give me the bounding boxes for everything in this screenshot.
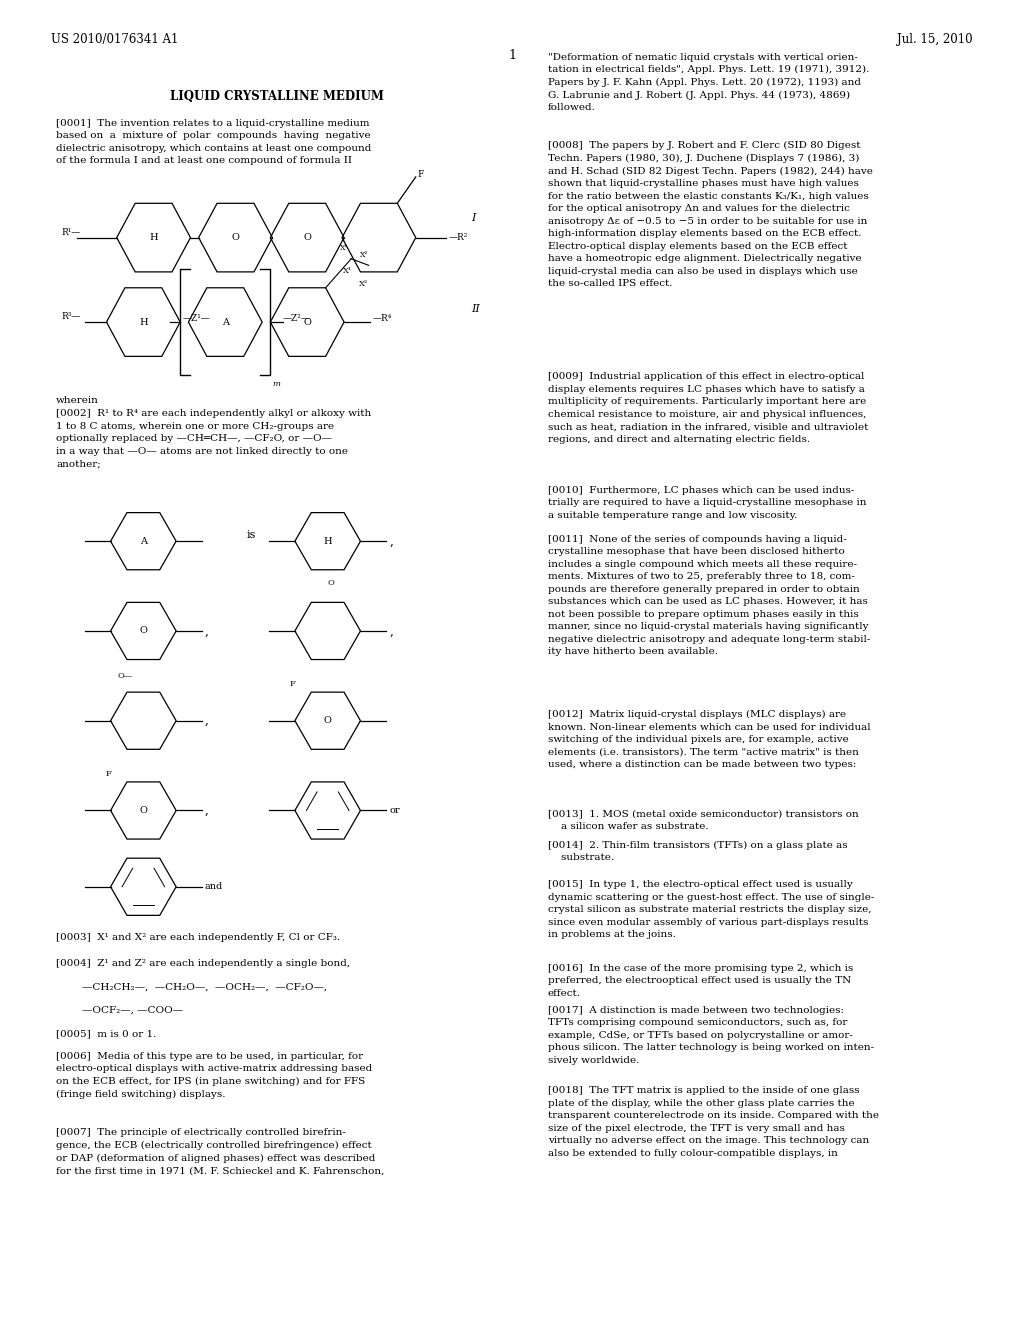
Text: O: O [303,318,311,326]
Text: X²: X² [360,251,369,259]
Text: O: O [139,627,147,635]
Text: O: O [328,579,334,587]
Text: O: O [324,717,332,725]
Text: ,: , [389,624,393,638]
Text: [0006]  Media of this type are to be used, in particular, for
electro-optical di: [0006] Media of this type are to be used… [56,1052,373,1098]
Text: [0015]  In type 1, the electro-optical effect used is usually
dynamic scattering: [0015] In type 1, the electro-optical ef… [548,880,874,940]
Text: [0001]  The invention relates to a liquid-crystalline medium
based on  a  mixtur: [0001] The invention relates to a liquid… [56,119,372,165]
Text: —Z²—: —Z²— [283,314,310,322]
Text: F: F [418,170,424,178]
Text: LIQUID CRYSTALLINE MEDIUM: LIQUID CRYSTALLINE MEDIUM [170,90,383,103]
Text: ,: , [205,804,209,817]
Text: [0010]  Furthermore, LC phases which can be used indus-
trially are required to : [0010] Furthermore, LC phases which can … [548,486,866,520]
Text: [0005]  m is 0 or 1.: [0005] m is 0 or 1. [56,1030,157,1039]
Text: —OCF₂—, —COO—: —OCF₂—, —COO— [82,1006,183,1015]
Text: —CH₂CH₂—,  —CH₂O—,  —OCH₂—,  —CF₂O—,: —CH₂CH₂—, —CH₂O—, —OCH₂—, —CF₂O—, [82,983,327,993]
Text: —Z¹—: —Z¹— [182,314,210,322]
Text: O: O [139,807,147,814]
Text: [0018]  The TFT matrix is applied to the inside of one glass
plate of the displa: [0018] The TFT matrix is applied to the … [548,1086,879,1158]
Text: [0008]  The papers by J. Robert and F. Clerc (SID 80 Digest
Techn. Papers (1980,: [0008] The papers by J. Robert and F. Cl… [548,141,872,288]
Text: F: F [105,770,112,777]
Text: ,: , [205,624,209,638]
Text: [0007]  The principle of electrically controlled birefrin-
gence, the ECB (elect: [0007] The principle of electrically con… [56,1129,385,1175]
Text: [0011]  None of the series of compounds having a liquid-
crystalline mesophase t: [0011] None of the series of compounds h… [548,535,870,656]
Text: X¹: X¹ [340,244,348,252]
Text: [0017]  A distinction is made between two technologies:
TFTs comprising compound: [0017] A distinction is made between two… [548,1006,873,1065]
Text: or: or [389,807,399,814]
Text: X¹: X¹ [343,267,352,275]
Text: Jul. 15, 2010: Jul. 15, 2010 [897,33,973,46]
Text: R³—: R³— [61,313,81,321]
Text: II: II [471,304,480,314]
Text: F: F [290,680,296,688]
Text: [0009]  Industrial application of this effect in electro-optical
display element: [0009] Industrial application of this ef… [548,372,868,444]
Text: [0012]  Matrix liquid-crystal displays (MLC displays) are
known. Non-linear elem: [0012] Matrix liquid-crystal displays (M… [548,710,870,770]
Text: H: H [150,234,158,242]
Text: US 2010/0176341 A1: US 2010/0176341 A1 [51,33,178,46]
Text: O: O [303,234,311,242]
Text: [0003]  X¹ and X² are each independently F, Cl or CF₃.: [0003] X¹ and X² are each independently … [56,933,340,942]
Text: O—: O— [118,672,133,680]
Text: A: A [140,537,146,545]
Text: [0016]  In the case of the more promising type 2, which is
preferred, the electr: [0016] In the case of the more promising… [548,964,853,998]
Text: O: O [231,234,240,242]
Text: 1: 1 [508,49,516,62]
Text: H: H [139,318,147,326]
Text: and: and [205,882,223,891]
Text: I: I [471,213,475,223]
Text: m: m [272,380,281,388]
Text: —R²: —R² [449,234,468,242]
Text: is: is [246,529,256,540]
Text: wherein: wherein [56,396,99,405]
Text: [0013]  1. MOS (metal oxide semiconductor) transistors on
    a silicon wafer as: [0013] 1. MOS (metal oxide semiconductor… [548,809,858,830]
Text: X²: X² [359,280,369,288]
Text: [0004]  Z¹ and Z² are each independently a single bond,: [0004] Z¹ and Z² are each independently … [56,960,350,969]
Text: —R⁴: —R⁴ [373,314,392,322]
Text: R¹—: R¹— [61,228,81,236]
Text: [0002]  R¹ to R⁴ are each independently alkyl or alkoxy with
1 to 8 C atoms, whe: [0002] R¹ to R⁴ are each independently a… [56,409,372,469]
Text: ,: , [205,714,209,727]
Text: "Deformation of nematic liquid crystals with vertical orien-
tation in electrica: "Deformation of nematic liquid crystals … [548,53,869,112]
Text: A: A [222,318,228,326]
Text: H: H [324,537,332,545]
Text: ,: , [389,535,393,548]
Text: [0014]  2. Thin-film transistors (TFTs) on a glass plate as
    substrate.: [0014] 2. Thin-film transistors (TFTs) o… [548,841,848,862]
